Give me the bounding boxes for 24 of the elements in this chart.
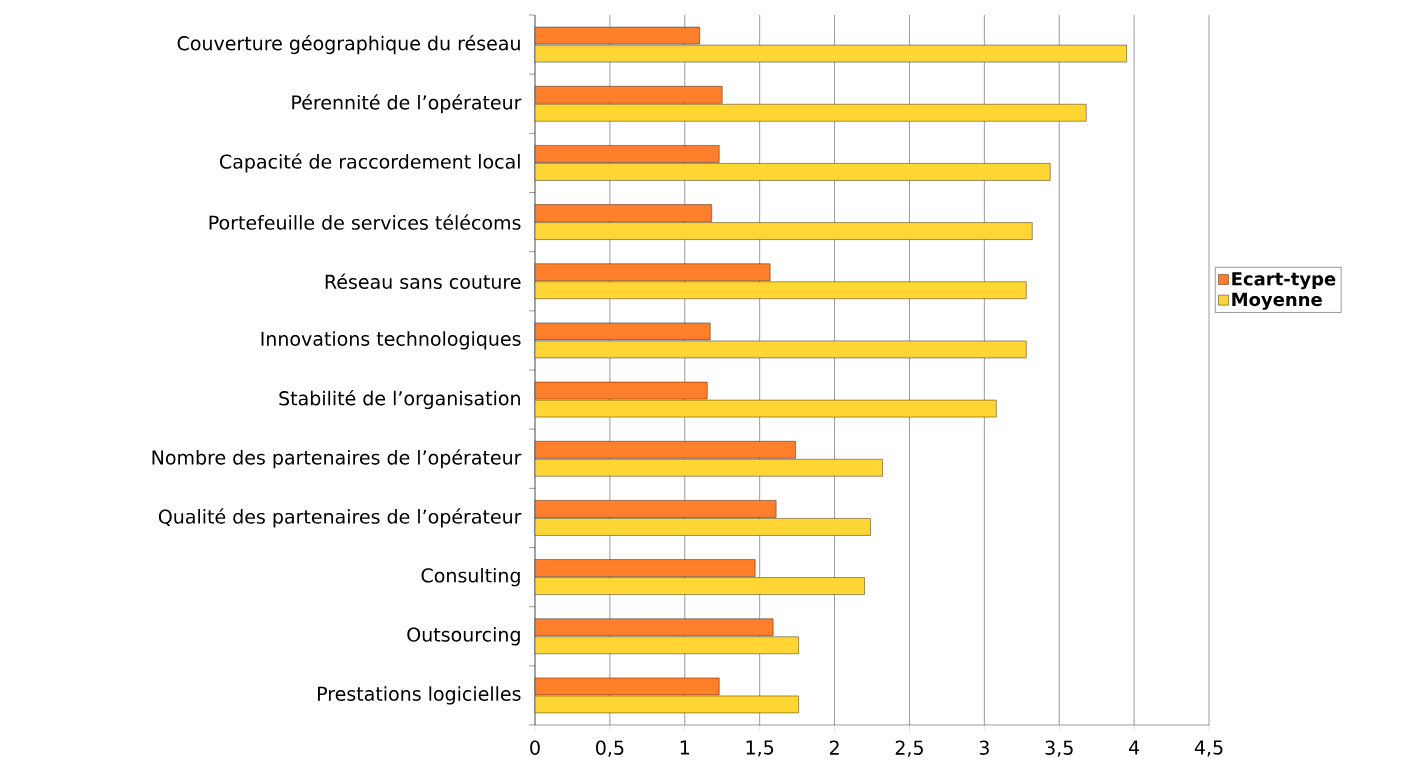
x-tick-label: 1 [680, 740, 690, 755]
x-tick-label: 2,5 [895, 740, 923, 757]
x-tick-label: 3,5 [1045, 740, 1073, 757]
y-tick-label: Consulting [421, 567, 520, 587]
x-tick-label: 1,5 [746, 740, 774, 757]
y-tick-label: Capacité de raccordement local [220, 153, 520, 173]
y-tick-label: Réseau sans couture [325, 273, 521, 289]
y-tick-label: Portefeuille de services télécoms [209, 214, 521, 230]
x-tick-label: 2 [829, 740, 839, 755]
x-tick-label: 3 [979, 740, 989, 755]
x-tick-label: 4 [1129, 740, 1140, 755]
legend-label: Ecart-type [1232, 272, 1336, 290]
y-tick-label: Nombre des partenaires de l’opérateur [152, 449, 522, 469]
x-tick-label: 0 [530, 740, 540, 755]
y-tick-label: Prestations logicielles [318, 686, 521, 705]
y-tick-label: Couverture géographique du réseau [177, 35, 520, 55]
x-tick-label: 4,5 [1194, 740, 1223, 757]
y-tick-label: Innovations technologiques [261, 331, 521, 350]
x-tick-label: 0,5 [596, 740, 624, 757]
y-tick-label: Outsourcing [407, 627, 520, 646]
y-tick-label: Pérennité de l’opérateur [292, 94, 522, 114]
y-tick-label: Qualité des partenaires de l’opérateur [158, 508, 522, 528]
legend-label: Moyenne [1232, 292, 1322, 310]
y-tick-label: Stabilité de l’organisation [279, 390, 520, 410]
